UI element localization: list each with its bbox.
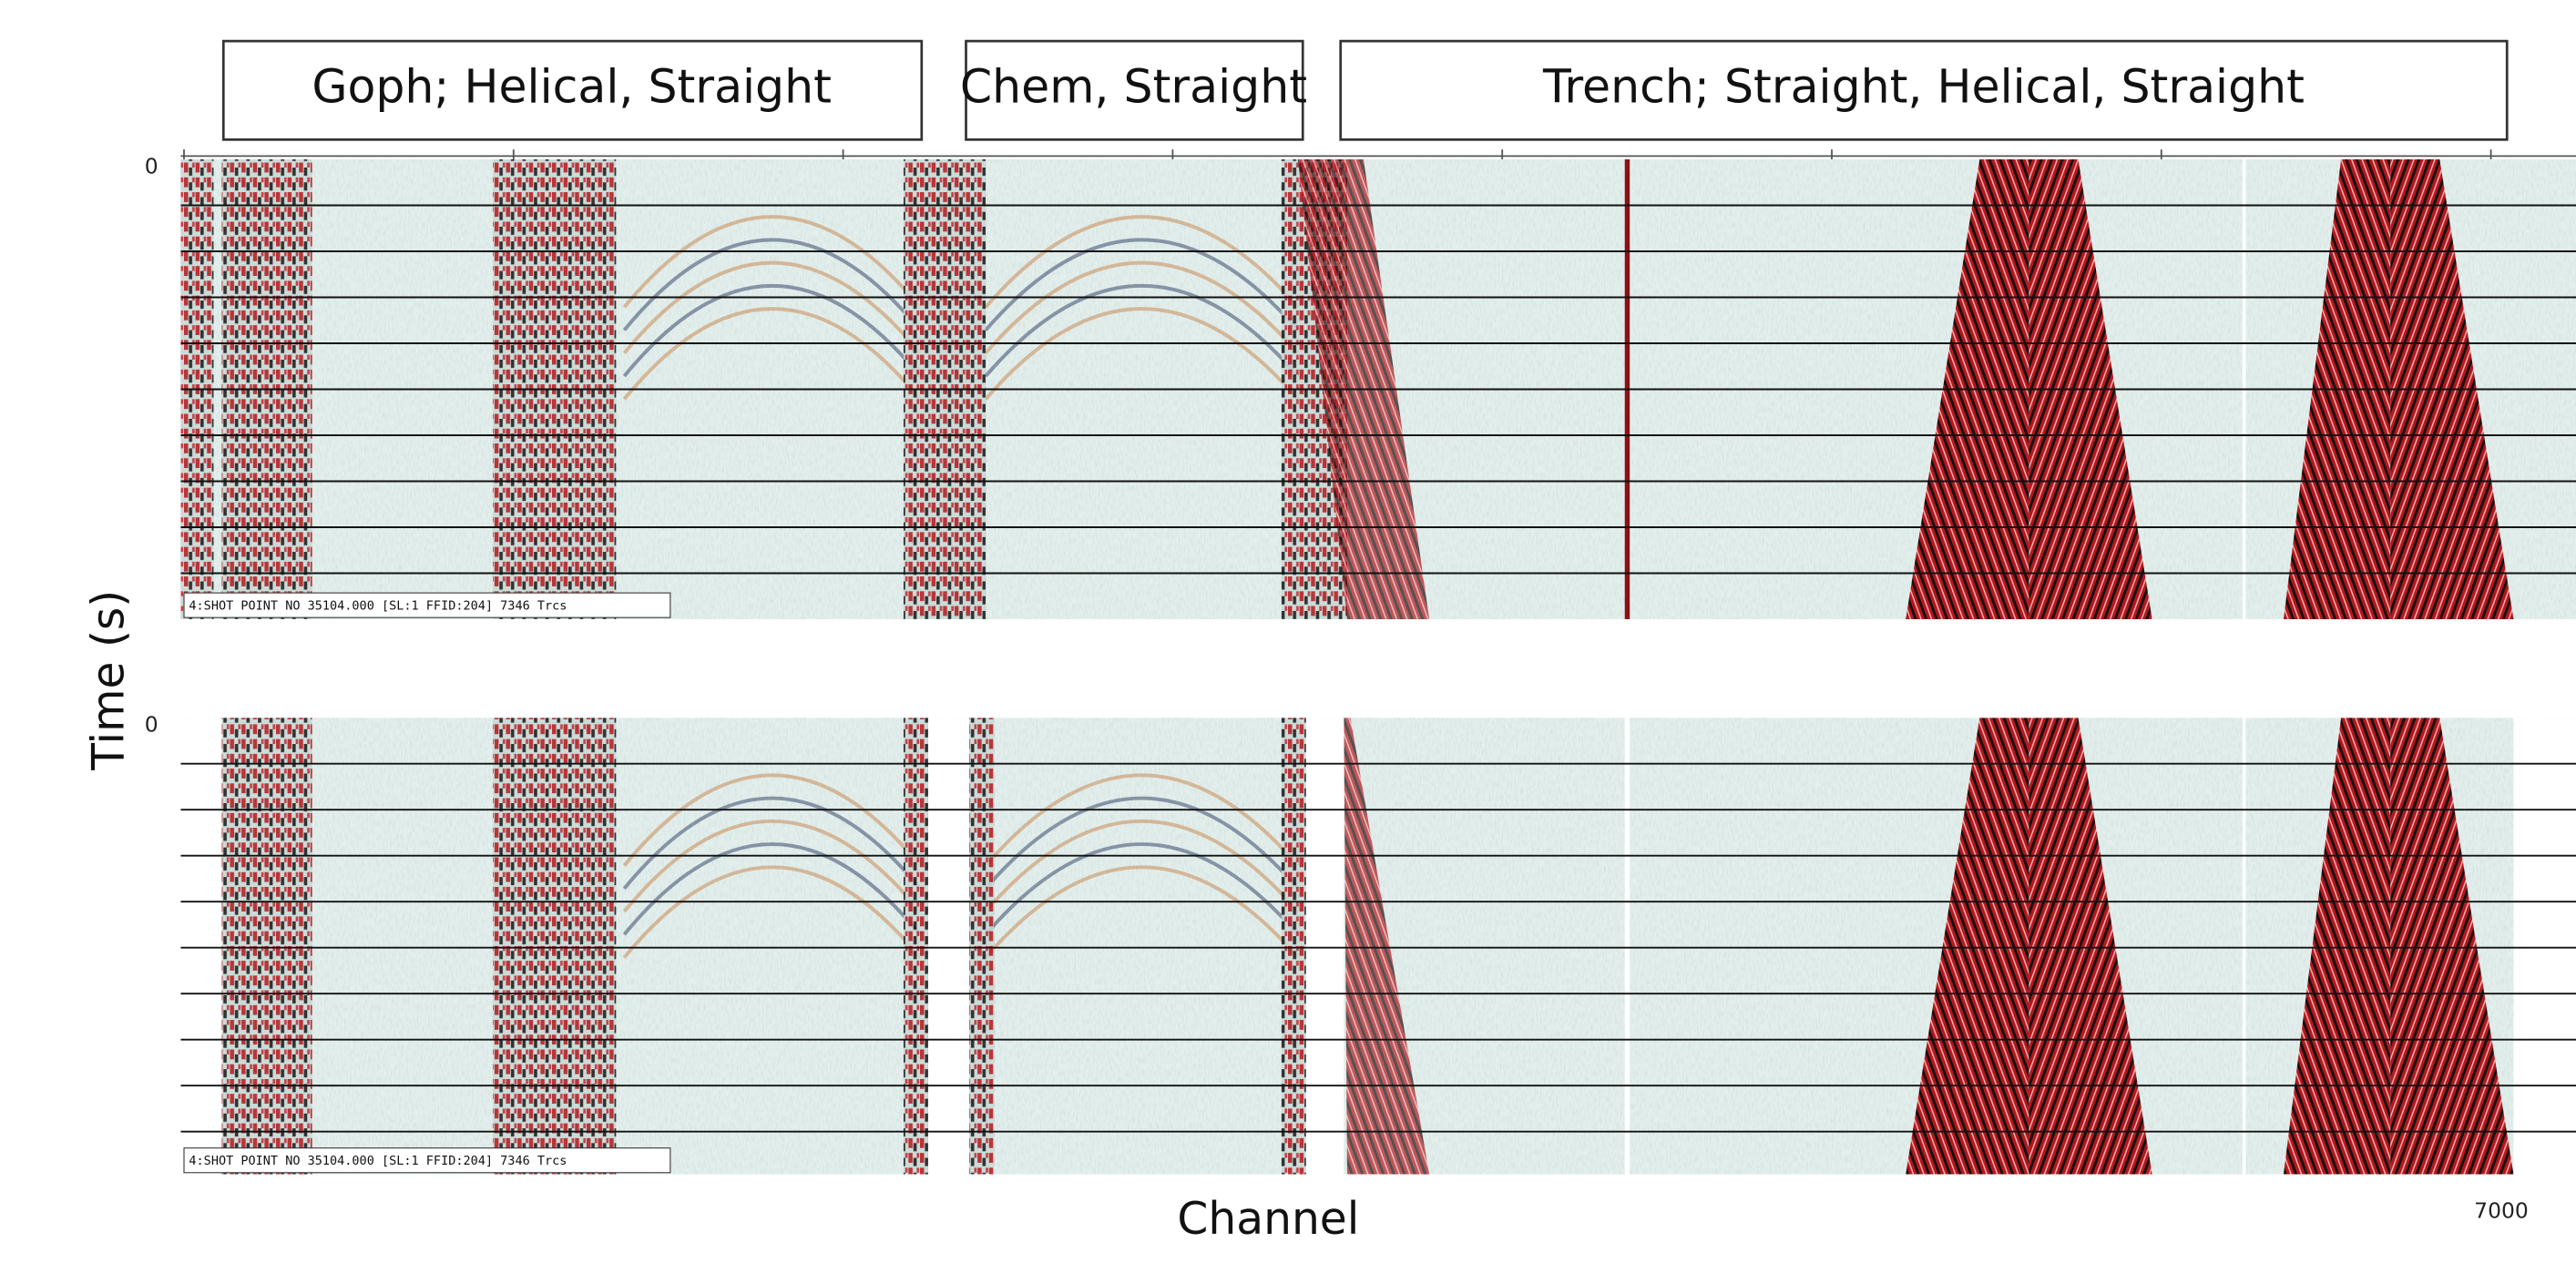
reflection (984, 307, 1300, 401)
reflection (984, 773, 1300, 867)
trace-header: 4:SHOT POINT NO 35104.000 [SL:1 FFID:204… (189, 1154, 567, 1168)
trace-band (903, 718, 929, 1175)
reflection (622, 865, 922, 959)
seismic-panel: 4:SHOT POINT NO 35104.000 [SL:1 FFID:204… (180, 158, 2576, 619)
reflection (984, 842, 1300, 936)
ground-roll (1344, 718, 1430, 1175)
cone-right (2390, 718, 2514, 1175)
reflection (622, 307, 922, 401)
header-label: Goph; Helical, Straight (312, 60, 832, 114)
x-tick-label: 7000 (2474, 1198, 2529, 1224)
reflection (984, 238, 1300, 331)
reflection (622, 773, 922, 867)
reflection (984, 819, 1300, 913)
reflection (984, 215, 1300, 309)
trace-band (221, 718, 312, 1175)
reflection (984, 796, 1300, 891)
cone-left (2283, 718, 2391, 1175)
dead-zone (2513, 718, 2576, 1175)
header-label: Trench; Straight, Helical, Straight (1542, 60, 2305, 114)
header-box (221, 39, 924, 141)
reflection (984, 865, 1300, 959)
trace-band (583, 718, 617, 1175)
reflection (622, 796, 922, 891)
dead-zone (180, 718, 222, 1175)
reflection (622, 283, 922, 378)
y-tick-label: 0 (145, 712, 158, 738)
reflection (984, 260, 1300, 355)
header-label: Chem, Straight (960, 60, 1307, 114)
header-box (1339, 39, 2509, 141)
dead-zone (928, 718, 970, 1175)
reflection (622, 819, 922, 913)
y-tick-label: 0 (145, 153, 158, 178)
seismic-panel: 4:SHOT POINT NO 35104.000 [SL:1 FFID:204… (180, 718, 2576, 1175)
reflection (622, 215, 922, 309)
bad-trace (1624, 718, 1630, 1175)
bad-trace (2242, 718, 2246, 1175)
trace-band (493, 718, 584, 1175)
reflection (622, 238, 922, 331)
header-box (965, 39, 1304, 141)
cone-right (2029, 718, 2152, 1175)
trace-band (1281, 718, 1306, 1175)
reflection (622, 842, 922, 936)
reflection (984, 283, 1300, 378)
cone-left (1906, 718, 2029, 1175)
trace-header: 4:SHOT POINT NO 35104.000 [SL:1 FFID:204… (189, 599, 567, 614)
y-axis-label: Time (s) (84, 590, 135, 771)
trace-header-box (183, 1147, 671, 1174)
x-axis-label: Channel (1177, 1194, 1359, 1245)
trace-header-box (183, 592, 671, 618)
dead-zone (1305, 718, 1344, 1175)
header-boxes: Goph; Helical, Straight Chem, Straight T… (221, 39, 2509, 141)
trace-band (969, 718, 995, 1175)
reflection (622, 260, 922, 355)
